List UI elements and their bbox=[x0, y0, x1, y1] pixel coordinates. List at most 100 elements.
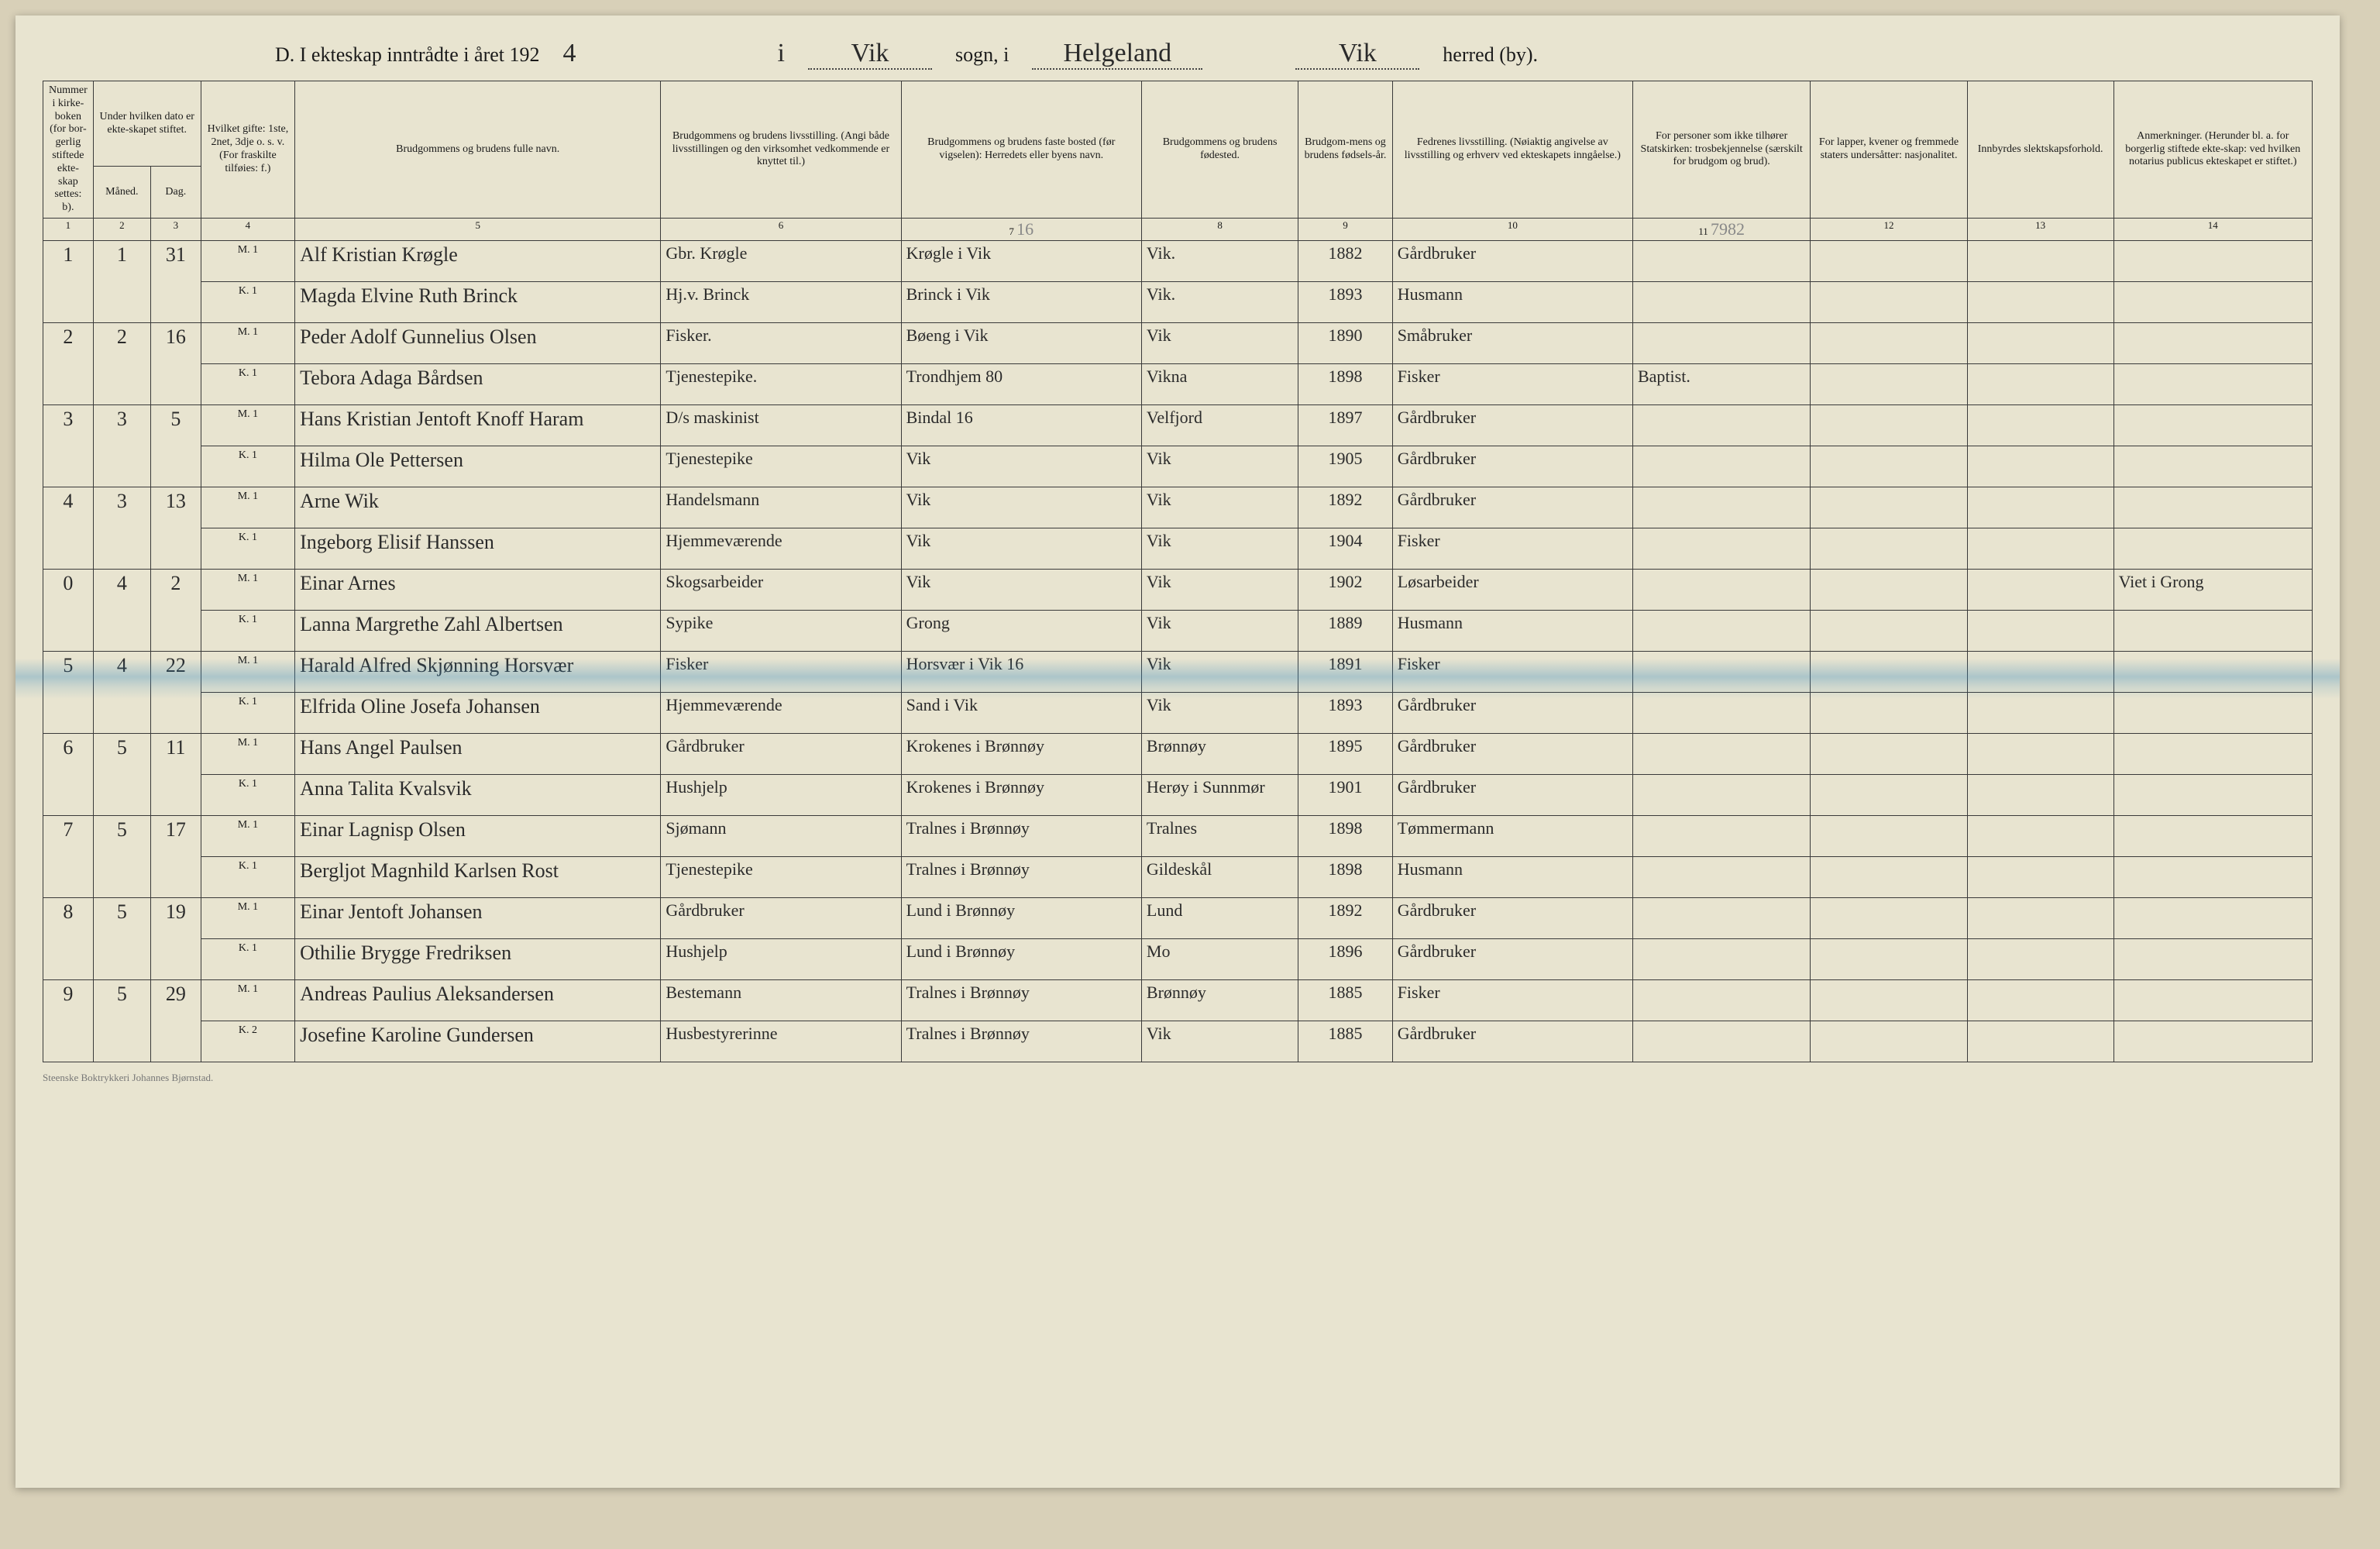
cell-month: 3 bbox=[93, 487, 150, 569]
cell-gifte-m: M. 1 bbox=[201, 815, 294, 856]
cell-bride-aar: 1893 bbox=[1298, 281, 1392, 322]
cell-groom-fodested: Vik. bbox=[1141, 240, 1298, 281]
cell-bride-slekt bbox=[1967, 528, 2113, 569]
cell-month: 4 bbox=[93, 651, 150, 733]
cell-gifte-k: K. 1 bbox=[201, 856, 294, 897]
cell-groom-stilling: Gårdbruker bbox=[661, 897, 901, 938]
hdr-12: For lapper, kvener og fremmede staters u… bbox=[1811, 81, 1967, 219]
cell-groom-aar: 1882 bbox=[1298, 240, 1392, 281]
table-row: 6 5 11 M. 1 Hans Angel Paulsen Gårdbruke… bbox=[43, 733, 2313, 774]
cell-bride-slekt bbox=[1967, 610, 2113, 651]
hdr-5: Brudgommens og brudens fulle navn. bbox=[295, 81, 661, 219]
table-row: 7 5 17 M. 1 Einar Lagnisp Olsen Sjømann … bbox=[43, 815, 2313, 856]
cell-groom-far: Gårdbruker bbox=[1392, 733, 1632, 774]
cell-groom-tros bbox=[1632, 733, 1810, 774]
cell-bride-far: Gårdbruker bbox=[1392, 774, 1632, 815]
cell-groom-tros bbox=[1632, 322, 1810, 363]
cell-bride-slekt bbox=[1967, 1021, 2113, 1062]
table-row: 9 5 29 M. 1 Andreas Paulius Aleksanderse… bbox=[43, 979, 2313, 1021]
cell-groom-far: Gårdbruker bbox=[1392, 487, 1632, 528]
colnum-9: 9 bbox=[1298, 218, 1392, 240]
table-row: K. 1 Bergljot Magnhild Karlsen Rost Tjen… bbox=[43, 856, 2313, 897]
cell-bride-name: Lanna Margrethe Zahl Albertsen bbox=[295, 610, 661, 651]
table-row: 4 3 13 M. 1 Arne Wik Handelsmann Vik Vik… bbox=[43, 487, 2313, 528]
cell-groom-name: Hans Kristian Jentoft Knoff Haram bbox=[295, 404, 661, 446]
cell-num: 8 bbox=[43, 897, 94, 979]
cell-groom-name: Peder Adolf Gunnelius Olsen bbox=[295, 322, 661, 363]
cell-groom-nat bbox=[1811, 322, 1967, 363]
cell-groom-name: Hans Angel Paulsen bbox=[295, 733, 661, 774]
cell-bride-anm bbox=[2113, 774, 2312, 815]
cell-bride-bosted: Trondhjem 80 bbox=[901, 363, 1141, 404]
cell-groom-bosted: Horsvær i Vik 16 bbox=[901, 651, 1141, 692]
cell-day: 5 bbox=[150, 404, 201, 487]
colnum-12: 12 bbox=[1811, 218, 1967, 240]
table-row: K. 1 Ingeborg Elisif Hanssen Hjemmeværen… bbox=[43, 528, 2313, 569]
cell-bride-fodested: Vikna bbox=[1141, 363, 1298, 404]
cell-groom-stilling: Fisker. bbox=[661, 322, 901, 363]
cell-groom-tros bbox=[1632, 897, 1810, 938]
cell-groom-slekt bbox=[1967, 651, 2113, 692]
cell-groom-name: Einar Lagnisp Olsen bbox=[295, 815, 661, 856]
cell-gifte-k: K. 1 bbox=[201, 446, 294, 487]
cell-bride-name: Anna Talita Kvalsvik bbox=[295, 774, 661, 815]
cell-bride-bosted: Krokenes i Brønnøy bbox=[901, 774, 1141, 815]
cell-groom-fodested: Tralnes bbox=[1141, 815, 1298, 856]
cell-month: 5 bbox=[93, 815, 150, 897]
cell-groom-aar: 1897 bbox=[1298, 404, 1392, 446]
cell-groom-stilling: Fisker bbox=[661, 651, 901, 692]
hdr-2-month: Måned. bbox=[93, 167, 150, 219]
cell-groom-far: Løsarbeider bbox=[1392, 569, 1632, 610]
table-row: K. 1 Othilie Brygge Fredriksen Hushjelp … bbox=[43, 938, 2313, 979]
cell-gifte-m: M. 1 bbox=[201, 651, 294, 692]
cell-groom-slekt bbox=[1967, 487, 2113, 528]
cell-gifte-m: M. 1 bbox=[201, 897, 294, 938]
colnum-2: 2 bbox=[93, 218, 150, 240]
colnum-6: 6 bbox=[661, 218, 901, 240]
title-prefix: D. I ekteskap inntrådte i året 192 bbox=[275, 43, 540, 67]
cell-bride-nat bbox=[1811, 363, 1967, 404]
page-title-row: D. I ekteskap inntrådte i året 192 4 i V… bbox=[43, 39, 2313, 70]
cell-bride-slekt bbox=[1967, 446, 2113, 487]
cell-groom-fodested: Lund bbox=[1141, 897, 1298, 938]
cell-num: 4 bbox=[43, 487, 94, 569]
cell-groom-tros bbox=[1632, 404, 1810, 446]
cell-bride-slekt bbox=[1967, 856, 2113, 897]
cell-bride-fodested: Herøy i Sunnmør bbox=[1141, 774, 1298, 815]
cell-groom-nat bbox=[1811, 404, 1967, 446]
cell-bride-fodested: Vik bbox=[1141, 610, 1298, 651]
cell-groom-tros bbox=[1632, 487, 1810, 528]
cell-bride-far: Gårdbruker bbox=[1392, 938, 1632, 979]
cell-groom-bosted: Krokenes i Brønnøy bbox=[901, 733, 1141, 774]
cell-groom-fodested: Vik bbox=[1141, 487, 1298, 528]
colnum-3: 3 bbox=[150, 218, 201, 240]
cell-bride-tros bbox=[1632, 610, 1810, 651]
cell-num: 0 bbox=[43, 569, 94, 651]
cell-bride-bosted: Tralnes i Brønnøy bbox=[901, 856, 1141, 897]
cell-bride-bosted: Lund i Brønnøy bbox=[901, 938, 1141, 979]
cell-num: 2 bbox=[43, 322, 94, 404]
cell-groom-bosted: Vik bbox=[901, 569, 1141, 610]
cell-groom-anm bbox=[2113, 487, 2312, 528]
hdr-2-top: Under hvilken dato er ekte-skapet stifte… bbox=[93, 81, 201, 167]
cell-gifte-m: M. 1 bbox=[201, 322, 294, 363]
cell-groom-stilling: Skogsarbeider bbox=[661, 569, 901, 610]
cell-bride-stilling: Hjemmeværende bbox=[661, 692, 901, 733]
cell-bride-aar: 1898 bbox=[1298, 363, 1392, 404]
cell-bride-name: Ingeborg Elisif Hanssen bbox=[295, 528, 661, 569]
cell-month: 1 bbox=[93, 240, 150, 322]
cell-gifte-k: K. 1 bbox=[201, 774, 294, 815]
cell-gifte-k: K. 1 bbox=[201, 281, 294, 322]
cell-groom-bosted: Krøgle i Vik bbox=[901, 240, 1141, 281]
cell-groom-stilling: Gårdbruker bbox=[661, 733, 901, 774]
cell-groom-anm bbox=[2113, 240, 2312, 281]
cell-bride-bosted: Vik bbox=[901, 528, 1141, 569]
cell-bride-far: Husmann bbox=[1392, 610, 1632, 651]
cell-groom-anm bbox=[2113, 733, 2312, 774]
cell-bride-name: Tebora Adaga Bårdsen bbox=[295, 363, 661, 404]
hdr-6: Brudgommens og brudens livsstilling. (An… bbox=[661, 81, 901, 219]
cell-bride-aar: 1901 bbox=[1298, 774, 1392, 815]
cell-groom-slekt bbox=[1967, 240, 2113, 281]
cell-bride-fodested: Gildeskål bbox=[1141, 856, 1298, 897]
hdr-11: For personer som ikke tilhører Statskirk… bbox=[1632, 81, 1810, 219]
